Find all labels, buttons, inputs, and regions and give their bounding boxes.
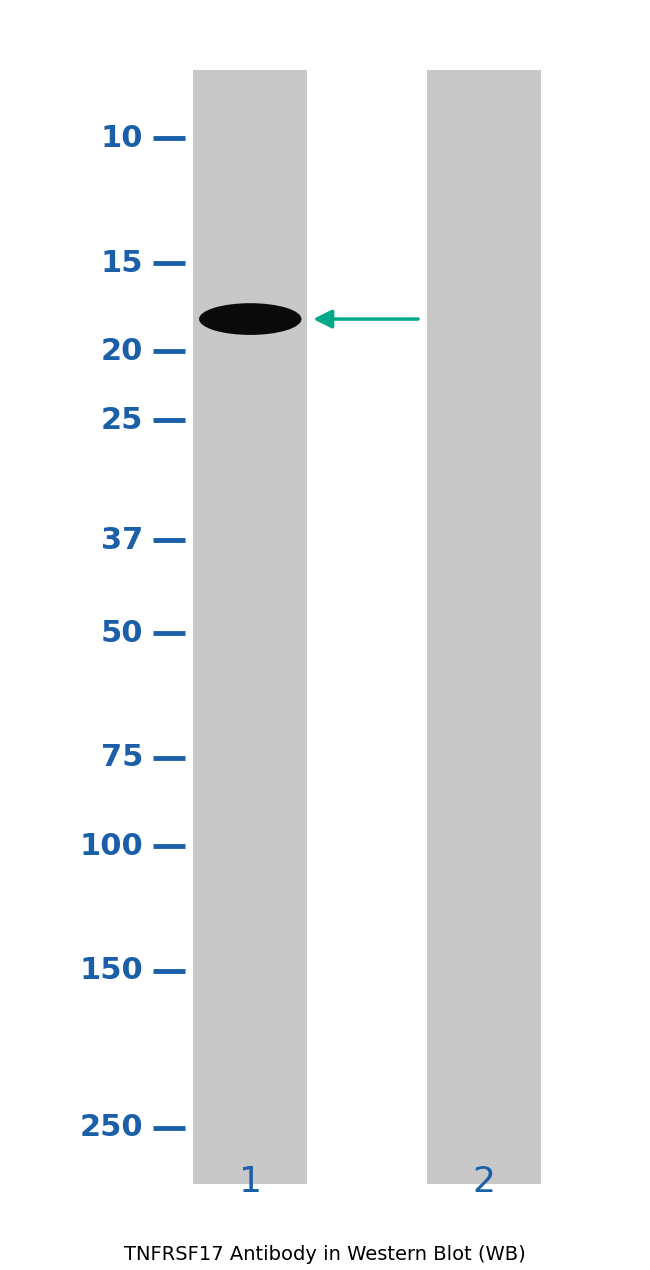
Text: 50: 50 bbox=[101, 618, 143, 648]
Text: 20: 20 bbox=[101, 337, 143, 366]
Bar bbox=[194, 70, 307, 1184]
Text: 37: 37 bbox=[101, 526, 143, 555]
Text: 2: 2 bbox=[473, 1165, 496, 1199]
Text: 250: 250 bbox=[79, 1113, 143, 1142]
Ellipse shape bbox=[199, 304, 302, 335]
Text: 150: 150 bbox=[79, 956, 143, 986]
Bar bbox=[428, 70, 541, 1184]
Text: 25: 25 bbox=[101, 405, 143, 434]
Text: TNFRSF17 Antibody in Western Blot (WB): TNFRSF17 Antibody in Western Blot (WB) bbox=[124, 1245, 526, 1264]
Text: 100: 100 bbox=[79, 832, 143, 861]
Text: 75: 75 bbox=[101, 743, 143, 772]
Text: 15: 15 bbox=[101, 249, 143, 278]
Text: 1: 1 bbox=[239, 1165, 262, 1199]
Text: 10: 10 bbox=[101, 124, 143, 152]
